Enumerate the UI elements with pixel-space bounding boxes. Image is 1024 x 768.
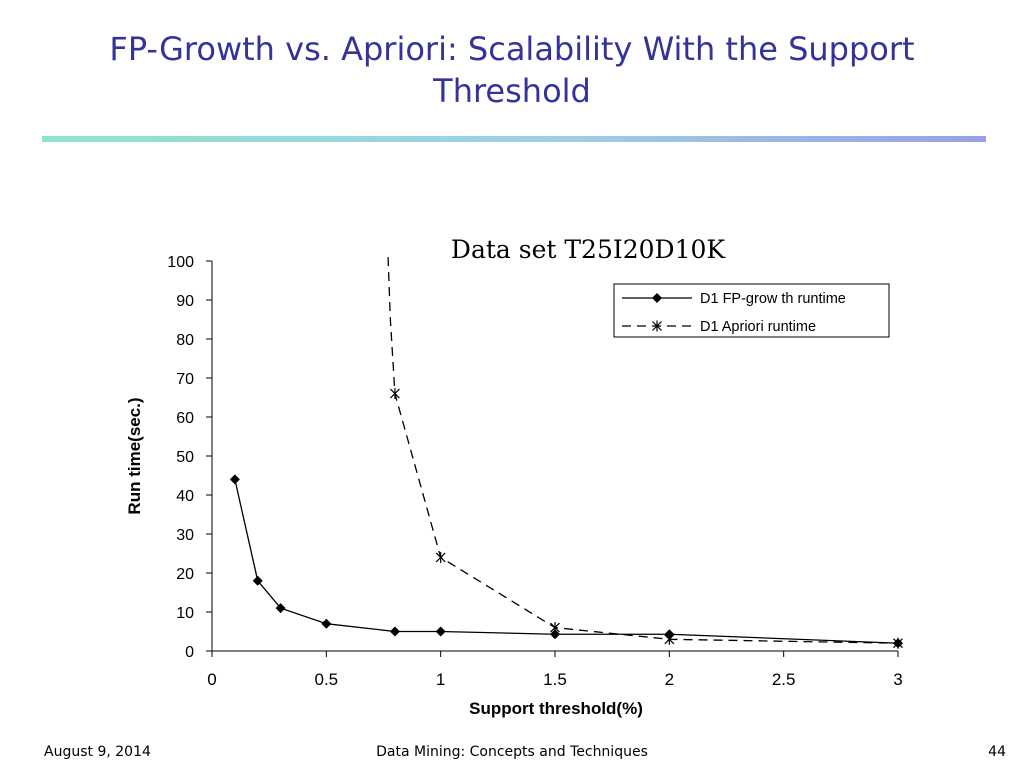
series-1-point [275, 603, 286, 614]
chart-legend: D1 FP-grow th runtime D1 Apriori runtime [613, 283, 890, 338]
y-tick-label: 100 [167, 254, 194, 271]
series-1-point [252, 575, 263, 586]
series-2-point [893, 637, 903, 649]
y-tick-label: 20 [176, 566, 194, 583]
page-number: 44 [988, 744, 1006, 760]
x-tick-label: 2 [665, 670, 674, 689]
footer-title: Data Mining: Concepts and Techniques [376, 744, 648, 760]
legend-label-1: D1 FP-grow th runtime [700, 291, 846, 307]
y-tick-label: 0 [185, 644, 194, 661]
series-2-point [550, 622, 560, 634]
x-tick-label: 0 [207, 670, 216, 689]
legend-marker-1 [652, 293, 662, 303]
x-tick-label: 1 [436, 670, 445, 689]
chart-series [229, 257, 903, 649]
series-1-point [389, 626, 400, 637]
x-tick-label: 2.5 [772, 670, 796, 689]
x-tick-label: 3 [893, 670, 902, 689]
title-divider [42, 136, 986, 142]
series-1-point [229, 474, 240, 485]
chart-title: Data set T25I20D10K [451, 235, 726, 264]
chart-axes: 0 10 20 30 40 50 60 70 80 90 100 0 0.5 1 1.5 2 2.5 3 [167, 254, 902, 689]
y-tick-label: 40 [176, 488, 194, 505]
y-tick-label: 70 [176, 371, 194, 388]
series-line-1 [234, 479, 899, 644]
x-tick-label: 0.5 [315, 670, 339, 689]
series-2-point [435, 551, 446, 563]
y-tick-label: 10 [176, 605, 194, 622]
y-tick-label: 50 [176, 449, 194, 466]
y-tick-label: 60 [176, 410, 194, 427]
slide-title: FP-Growth vs. Apriori: Scalability With … [109, 30, 915, 110]
y-tick-label: 90 [176, 293, 194, 310]
y-axis-label: Run time(sec.) [125, 397, 144, 514]
series-2-point [664, 633, 675, 645]
series-1-point [435, 626, 446, 637]
series-2-point [390, 388, 400, 400]
series-1-point [321, 618, 332, 629]
y-tick-label: 80 [176, 332, 194, 349]
y-tick-label: 30 [176, 527, 194, 544]
series-1-point [550, 629, 560, 640]
x-axis-label: Support threshold(%) [469, 699, 643, 718]
legend-marker-2 [652, 320, 662, 332]
legend-label-2: D1 Apriori runtime [700, 319, 816, 335]
footer-date: August 9, 2014 [44, 744, 151, 760]
x-tick-label: 1.5 [543, 670, 567, 689]
